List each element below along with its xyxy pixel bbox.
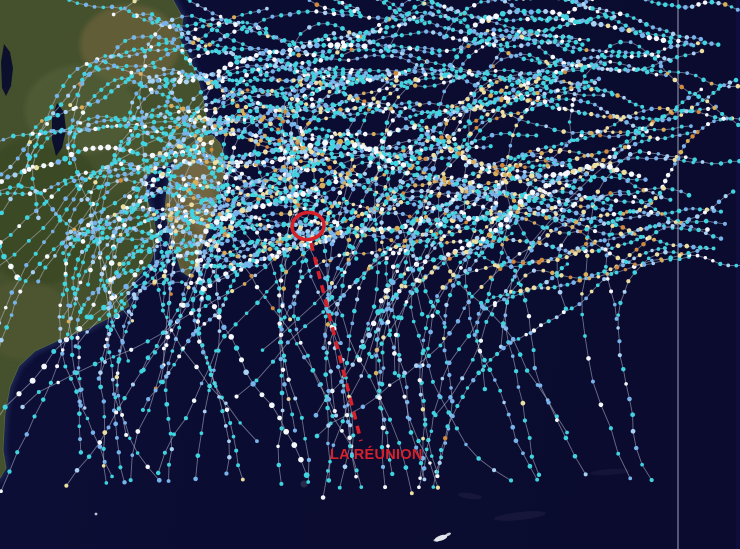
reunion-circle-annotation <box>290 210 326 242</box>
reunion-label: LA RÉUNION <box>330 447 423 463</box>
reunion-pointer-line <box>309 242 363 442</box>
